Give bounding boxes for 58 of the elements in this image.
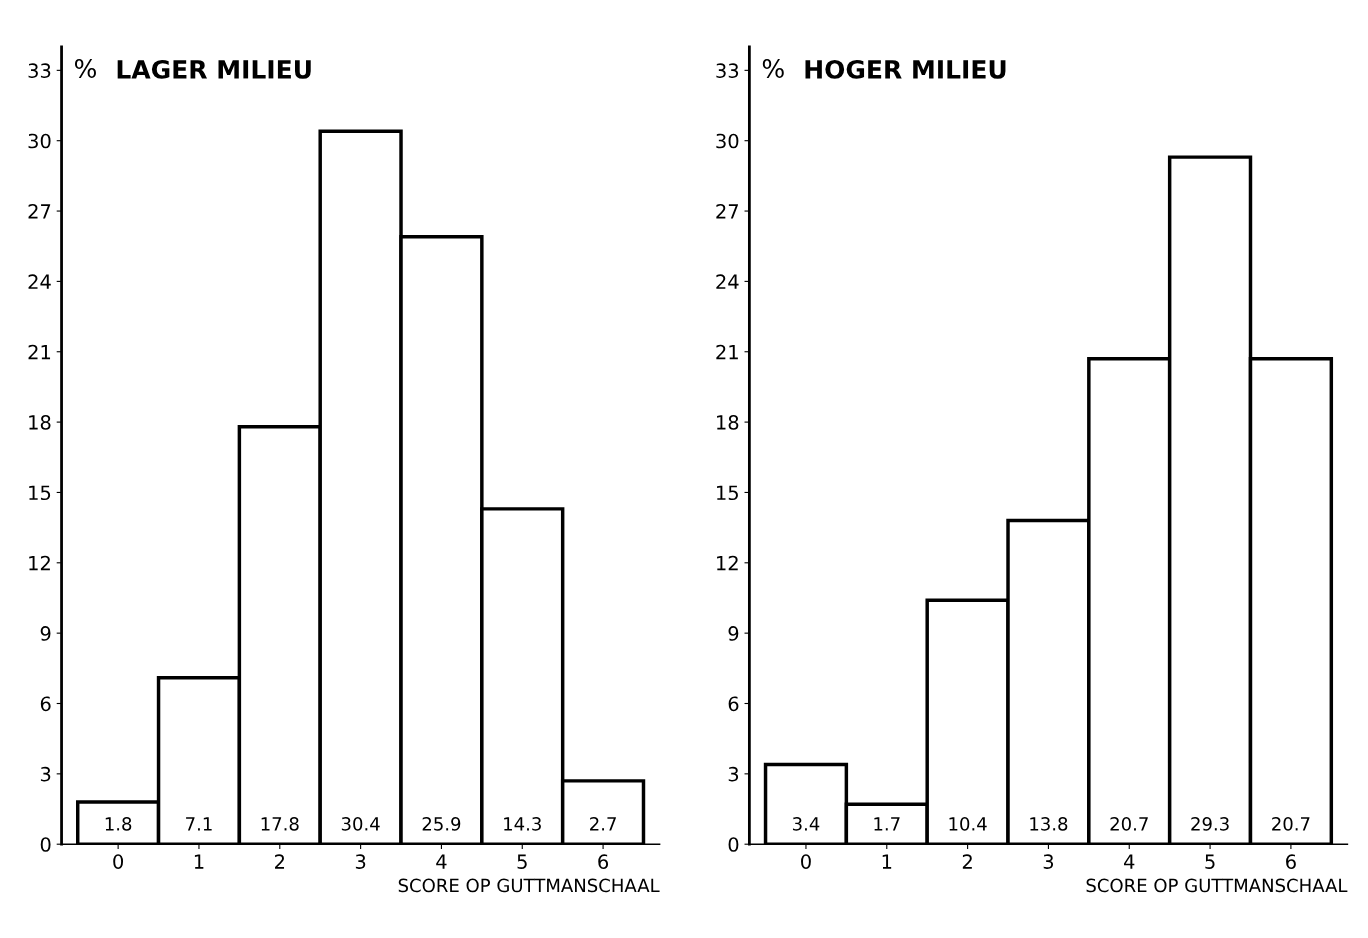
y-tick-label: 15 (29, 485, 51, 501)
y-tick-label: 24 (28, 274, 51, 289)
data-label: 13.8 (1030, 817, 1068, 831)
data-label: 20.7 (1110, 817, 1148, 831)
x-tick-label: 2 (275, 854, 285, 869)
x-tick-label: 4 (436, 854, 447, 869)
y-tick-label: 3 (728, 766, 739, 782)
chart-title: LAGER MILIEU (117, 59, 311, 79)
x-tick-label: 1 (194, 854, 204, 869)
x-tick-label: 6 (598, 854, 609, 869)
data-label: 3.4 (792, 817, 820, 831)
data-label: 17.8 (261, 817, 299, 831)
y-tick-label: 15 (717, 485, 738, 501)
x-tick-label: 0 (113, 854, 124, 869)
y-tick-label: 24 (716, 274, 739, 289)
data-label: 30.4 (341, 817, 380, 831)
x-tick-label: 3 (1043, 854, 1054, 869)
y-tick-label: 18 (717, 415, 739, 430)
y-tick-label: 27 (716, 204, 738, 219)
x-tick-label: 5 (517, 854, 527, 869)
x-tick-label: 4 (1124, 854, 1135, 869)
y-tick-label: 12 (29, 555, 50, 571)
x-axis-title: SCORE OP GUTTMANSCHAAL (1086, 878, 1348, 893)
y-tick-label: 6 (40, 696, 51, 712)
y-tick-label: 0 (728, 837, 739, 852)
x-tick-label: 1 (882, 854, 892, 869)
y-tick-label: 30 (716, 133, 739, 149)
data-label: 1.8 (105, 817, 132, 831)
y-axis-title: % (74, 59, 96, 78)
data-label: 7.1 (186, 817, 212, 831)
y-tick-label: 0 (40, 837, 51, 852)
y-tick-label: 33 (28, 63, 51, 79)
chart-title: HOGER MILIEU (805, 59, 1006, 79)
y-tick-label: 18 (29, 415, 51, 430)
y-tick-label: 21 (716, 344, 738, 360)
y-tick-label: 3 (40, 766, 51, 782)
y-tick-label: 33 (716, 63, 739, 79)
data-label: 20.7 (1272, 817, 1310, 831)
x-tick-label: 0 (801, 854, 811, 869)
y-tick-label: 9 (40, 626, 51, 641)
x-tick-label: 3 (355, 854, 366, 869)
y-tick-label: 27 (28, 204, 51, 219)
y-axis-title: % (762, 59, 784, 78)
y-tick-label: 12 (717, 555, 738, 571)
data-label: 29.3 (1191, 817, 1229, 831)
data-label: 14.3 (504, 817, 541, 831)
data-label: 1.7 (874, 817, 900, 831)
x-tick-label: 6 (1286, 854, 1296, 869)
x-axis-title: SCORE OP GUTTMANSCHAAL (398, 878, 660, 893)
y-tick-label: 6 (728, 696, 739, 712)
x-tick-label: 5 (1205, 854, 1215, 869)
data-label: 25.9 (422, 817, 461, 831)
y-tick-label: 30 (28, 133, 51, 149)
y-tick-label: 9 (728, 626, 739, 641)
data-label: 2.7 (590, 817, 616, 831)
data-label: 10.4 (949, 817, 987, 831)
x-tick-label: 2 (962, 854, 972, 869)
y-tick-label: 21 (28, 344, 51, 360)
